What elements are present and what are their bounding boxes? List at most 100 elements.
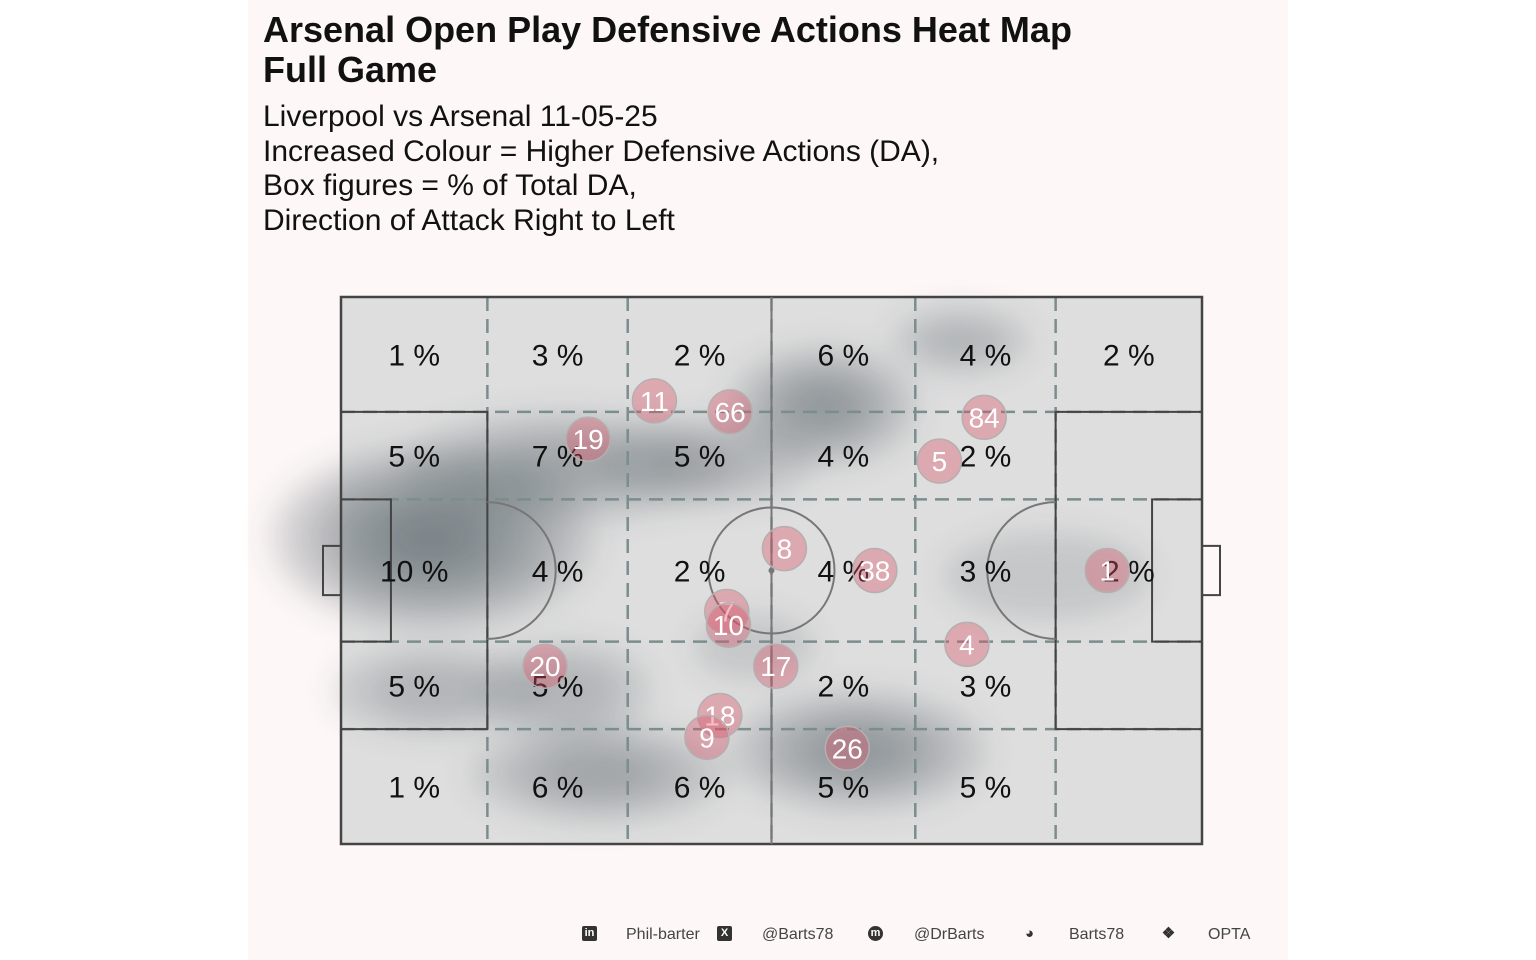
zone-percent-label: 2 %: [674, 339, 726, 372]
player-marker: 84: [961, 394, 1007, 441]
zone-percent-label: 4 %: [532, 556, 584, 589]
footer-credits: in Phil-barter X @Barts78 m @DrBarts ◕ B…: [0, 922, 1536, 950]
player-marker-circle: [1084, 547, 1131, 594]
x-twitter-icon: X: [717, 926, 732, 941]
linkedin-icon: in: [582, 926, 597, 941]
player-number-label: 4: [959, 629, 975, 660]
player-marker-circle: [852, 547, 898, 594]
density-contour: [513, 661, 617, 721]
player-marker-circle: [944, 621, 990, 668]
zone-percent-label: 6 %: [818, 339, 870, 372]
centre-circle: [707, 506, 836, 635]
zone-percent-label: 5 %: [532, 670, 584, 703]
density-contour: [694, 614, 815, 680]
player-marker: 7: [703, 588, 750, 635]
player-number-label: 5: [932, 446, 948, 477]
zone-percent-label: 2 %: [960, 441, 1012, 474]
player-marker-circle: [522, 643, 568, 689]
player-marker-circle: [824, 725, 871, 772]
player-marker-circle: [705, 602, 752, 648]
player-marker: 66: [707, 389, 753, 435]
density-contour: [814, 730, 901, 772]
footer-github-text: Barts78: [1069, 926, 1125, 943]
zone-percent-label: 3 %: [960, 670, 1012, 703]
density-layer: [267, 307, 1151, 823]
density-contour: [373, 664, 498, 718]
player-marker-circle: [707, 389, 753, 435]
density-contour: [943, 532, 1151, 620]
player-marker: 5: [916, 438, 963, 484]
player-marker: 1: [1084, 547, 1131, 594]
density-contour: [791, 386, 855, 427]
player-marker: 10: [705, 602, 752, 648]
player-marker-circle: [565, 416, 611, 462]
left-penalty-arc: [487, 501, 557, 640]
player-number-label: 26: [832, 733, 863, 764]
zone-percent-label: 5 %: [674, 441, 726, 474]
player-marker-circle: [916, 438, 963, 484]
player-number-label: 84: [969, 402, 1000, 433]
zone-percent-label: 1 %: [388, 339, 440, 372]
player-number-label: 8: [777, 534, 793, 565]
player-marker: 11: [631, 378, 678, 424]
mastodon-icon: m: [868, 926, 883, 941]
player-marker-circle: [753, 643, 799, 689]
player-number-label: 20: [529, 651, 560, 682]
player-marker: 8: [761, 525, 808, 572]
zone-percent-label: 4 %: [960, 339, 1012, 372]
player-number-label: 11: [640, 386, 669, 417]
player-marker: 17: [753, 643, 799, 689]
player-marker-circle: [703, 588, 750, 635]
player-number-label: 9: [699, 722, 715, 753]
player-marker: 18: [697, 692, 743, 739]
right-goal: [1201, 544, 1221, 597]
left-goal: [322, 544, 342, 597]
zone-percent-label: 2 %: [818, 670, 870, 703]
dropbox-icon: ❖: [1161, 925, 1176, 942]
zone-percent-label: 4 %: [818, 556, 870, 589]
chart-title: Arsenal Open Play Defensive Actions Heat…: [263, 9, 1072, 90]
player-marker: 9: [684, 714, 730, 761]
github-icon: ◕: [1024, 925, 1035, 942]
zone-percent-label: 2 %: [674, 556, 726, 589]
player-number-label: 66: [715, 397, 746, 428]
player-marker-circle: [684, 714, 730, 761]
subtitle-line: Liverpool vs Arsenal 11-05-25: [263, 100, 658, 133]
zone-percent-label: 6 %: [532, 772, 584, 805]
player-number-label: 10: [713, 610, 744, 641]
zone-percent-label: 2 %: [1103, 339, 1155, 372]
zone-percent-label: 10 %: [380, 556, 448, 589]
zone-percent-label: 5 %: [388, 441, 440, 474]
player-number-label: 17: [760, 651, 791, 682]
centre-spot: [768, 567, 775, 574]
player-number-label: 19: [573, 424, 604, 455]
density-contour: [649, 434, 774, 488]
pitch-markings: [322, 295, 1221, 846]
footer-mastodon-text: @DrBarts: [914, 926, 985, 943]
player-marker: 19: [565, 416, 611, 462]
subtitle-line: Direction of Attack Right to Left: [263, 203, 675, 237]
subtitle-line: Box figures = % of Total DA,: [263, 169, 637, 202]
footer-source-text: OPTA: [1208, 926, 1251, 943]
subtitle-line: Increased Colour = Higher Defensive Acti…: [263, 134, 940, 168]
player-marker: 20: [522, 643, 568, 689]
zone-percent-label: 3 %: [960, 556, 1012, 589]
zone-percent-label: 5 %: [388, 670, 440, 703]
zone-percent-label: 3 %: [532, 339, 584, 372]
density-contour: [494, 443, 635, 491]
density-contour: [393, 516, 470, 560]
footer-linkedin-text: Phil-barter: [626, 926, 700, 943]
zone-percent-label: 4 %: [818, 441, 870, 474]
footer-x-text: @Barts78: [762, 926, 834, 943]
player-marker: 38: [852, 547, 898, 594]
zone-percent-label: 1 %: [388, 772, 440, 805]
player-number-label: 38: [859, 556, 890, 587]
chart-subtitle: Liverpool vs Arsenal 11-05-25 Increased …: [263, 100, 939, 238]
player-marker: 4: [944, 621, 990, 668]
player-marker-circle: [697, 692, 743, 739]
player-number-label: 1: [1100, 556, 1116, 587]
player-marker: 26: [824, 725, 871, 772]
player-marker-circle: [761, 525, 808, 572]
